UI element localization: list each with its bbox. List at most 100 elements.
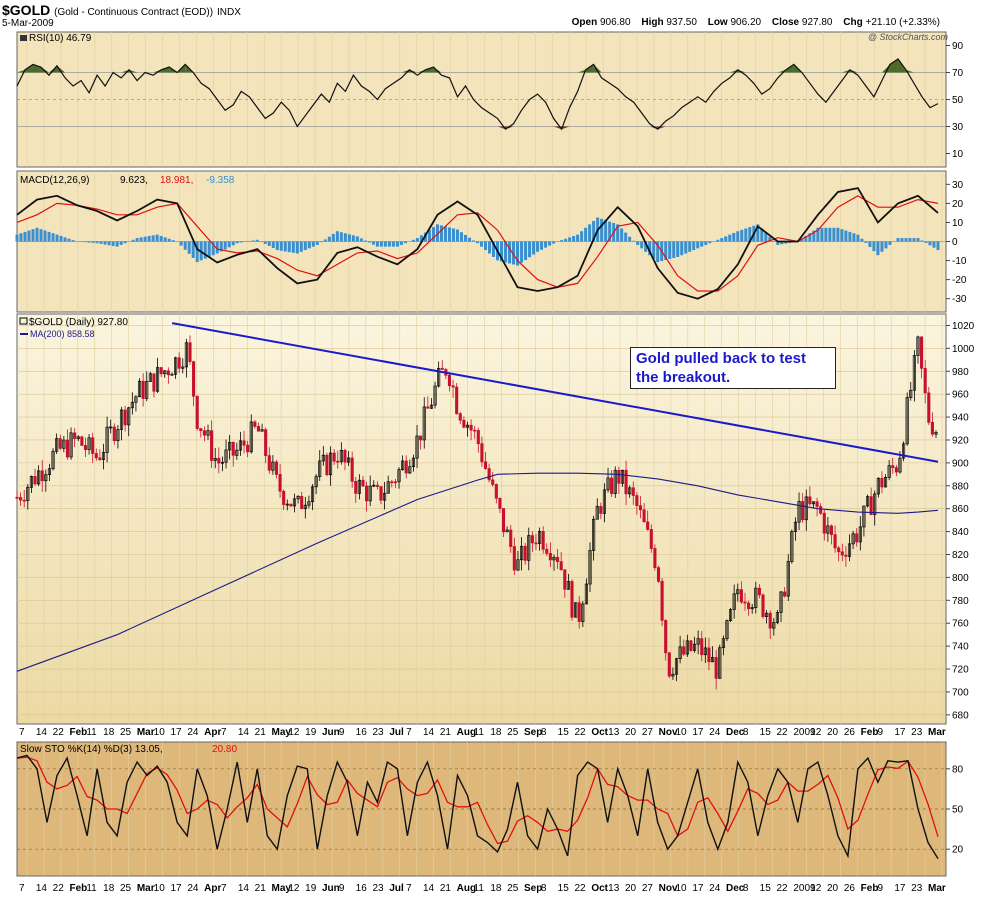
macd-histogram-bar <box>916 238 919 241</box>
macd-histogram-bar <box>620 228 623 241</box>
price-candle-body <box>571 581 573 617</box>
macd-histogram-bar <box>540 242 543 250</box>
macd-histogram-bar <box>468 238 471 242</box>
macd-histogram-bar <box>232 242 235 246</box>
macd-histogram-bar <box>456 229 459 241</box>
macd-histogram-bar <box>332 234 335 242</box>
price-candle-body <box>218 458 220 463</box>
macd-histogram-bar <box>112 242 115 246</box>
price-candle-body <box>531 536 533 543</box>
macd-histogram-bar <box>908 238 911 241</box>
price-axis-tick-label: 740 <box>952 642 969 653</box>
macd-histogram-bar <box>20 233 23 241</box>
macd-histogram-bar <box>900 238 903 241</box>
price-candle-body <box>715 657 717 678</box>
price-candle-body <box>376 485 378 486</box>
price-candle-body <box>744 602 746 603</box>
macd-histogram-bar <box>572 236 575 241</box>
macd-histogram-bar <box>392 242 395 247</box>
price-candle-body <box>473 430 475 431</box>
price-candle-body <box>625 470 627 494</box>
price-axis-tick-label: 720 <box>952 665 969 676</box>
macd-histogram-bar <box>300 242 303 252</box>
stoch-x-tick-label: Sep <box>524 883 542 894</box>
macd-histogram-bar <box>296 242 299 254</box>
open-value: 906.80 <box>600 17 631 28</box>
macd-histogram-bar <box>372 242 375 245</box>
price-candle-body <box>463 420 465 427</box>
rsi-axis-tick-label: 10 <box>952 149 964 160</box>
stoch-axis-tick-label: 50 <box>952 805 964 816</box>
price-x-tick-label: 13 <box>608 727 620 738</box>
price-candle-body <box>73 433 75 439</box>
price-candle-body <box>301 496 303 508</box>
stoch-x-tick-label: 23 <box>911 883 923 894</box>
stoch-x-tick-label: 22 <box>53 883 65 894</box>
macd-histogram-bar <box>848 232 851 242</box>
stoch-x-tick-label: 17 <box>692 883 704 894</box>
macd-histogram-bar <box>732 233 735 242</box>
stoch-x-tick-label: 16 <box>356 883 368 894</box>
price-candle-body <box>275 462 277 474</box>
macd-histogram-bar <box>696 242 699 249</box>
price-candle-body <box>66 440 68 457</box>
price-candle-body <box>683 647 685 654</box>
macd-histogram-bar <box>340 232 343 241</box>
stoch-x-tick-label: 14 <box>423 883 435 894</box>
macd-histogram-bar <box>68 239 71 242</box>
price-x-tick-label: Jul <box>389 727 404 738</box>
macd-histogram-bar <box>312 242 315 247</box>
macd-histogram-bar <box>636 242 639 245</box>
macd-histogram-bar <box>208 242 211 257</box>
price-candle-body <box>203 431 205 436</box>
price-x-tick-label: 22 <box>575 727 587 738</box>
macd-axis-tick-label: 10 <box>952 218 964 229</box>
macd-legend-signal: 18.981, <box>160 175 193 186</box>
price-candle-body <box>232 442 234 455</box>
macd-histogram-bar <box>588 224 591 241</box>
macd-histogram-bar <box>536 242 539 252</box>
price-candle-body <box>257 426 259 431</box>
macd-histogram-bar <box>152 235 155 241</box>
macd-histogram-bar <box>440 225 443 241</box>
ohlc-summary: Open 906.80 High 937.50 Low 906.20 Close… <box>572 17 948 28</box>
price-x-tick-label: 21 <box>255 727 267 738</box>
stoch-x-tick-label: 25 <box>120 883 132 894</box>
macd-histogram-bar <box>52 233 55 241</box>
price-candle-body <box>394 482 396 483</box>
price-x-tick-label: 23 <box>911 727 923 738</box>
macd-histogram-bar <box>704 242 707 245</box>
price-x-tick-label: 24 <box>709 727 721 738</box>
price-candle-body <box>837 548 839 552</box>
rsi-axis-tick-label: 90 <box>952 41 964 52</box>
low-label: Low <box>708 17 728 28</box>
macd-axis-tick-label: 30 <box>952 180 964 191</box>
macd-histogram-bar <box>284 242 287 252</box>
symbol-description: (Gold - Continuous Contract (EOD)) <box>54 7 213 18</box>
stoch-x-tick-label: 12 <box>288 883 300 894</box>
macd-histogram-bar <box>292 242 295 253</box>
price-x-tick-label: 8 <box>541 727 547 738</box>
macd-histogram-bar <box>144 237 147 242</box>
macd-histogram-bar <box>168 239 171 242</box>
price-candle-body <box>819 506 821 513</box>
price-axis-tick-label: 900 <box>952 458 969 469</box>
stoch-x-tick-label: 22 <box>575 883 587 894</box>
price-axis-tick-label: 820 <box>952 550 969 561</box>
price-candle-body <box>834 535 836 548</box>
price-candle-body <box>95 453 97 457</box>
price-candle-body <box>142 381 144 398</box>
price-x-tick-label: Apr <box>204 727 221 738</box>
price-x-tick-label: 20 <box>625 727 637 738</box>
macd-histogram-bar <box>416 238 419 241</box>
price-candle-body <box>668 653 670 676</box>
macd-histogram-bar <box>412 240 415 242</box>
price-candle-body <box>708 648 710 662</box>
price-candle-body <box>610 478 612 494</box>
price-candle-body <box>856 534 858 542</box>
price-x-tick-label: 19 <box>305 727 317 738</box>
macd-axis-tick-label: -20 <box>952 275 967 286</box>
rsi-axis-tick-label: 70 <box>952 68 964 79</box>
price-candle-body <box>246 445 248 452</box>
macd-histogram-bar <box>344 233 347 241</box>
